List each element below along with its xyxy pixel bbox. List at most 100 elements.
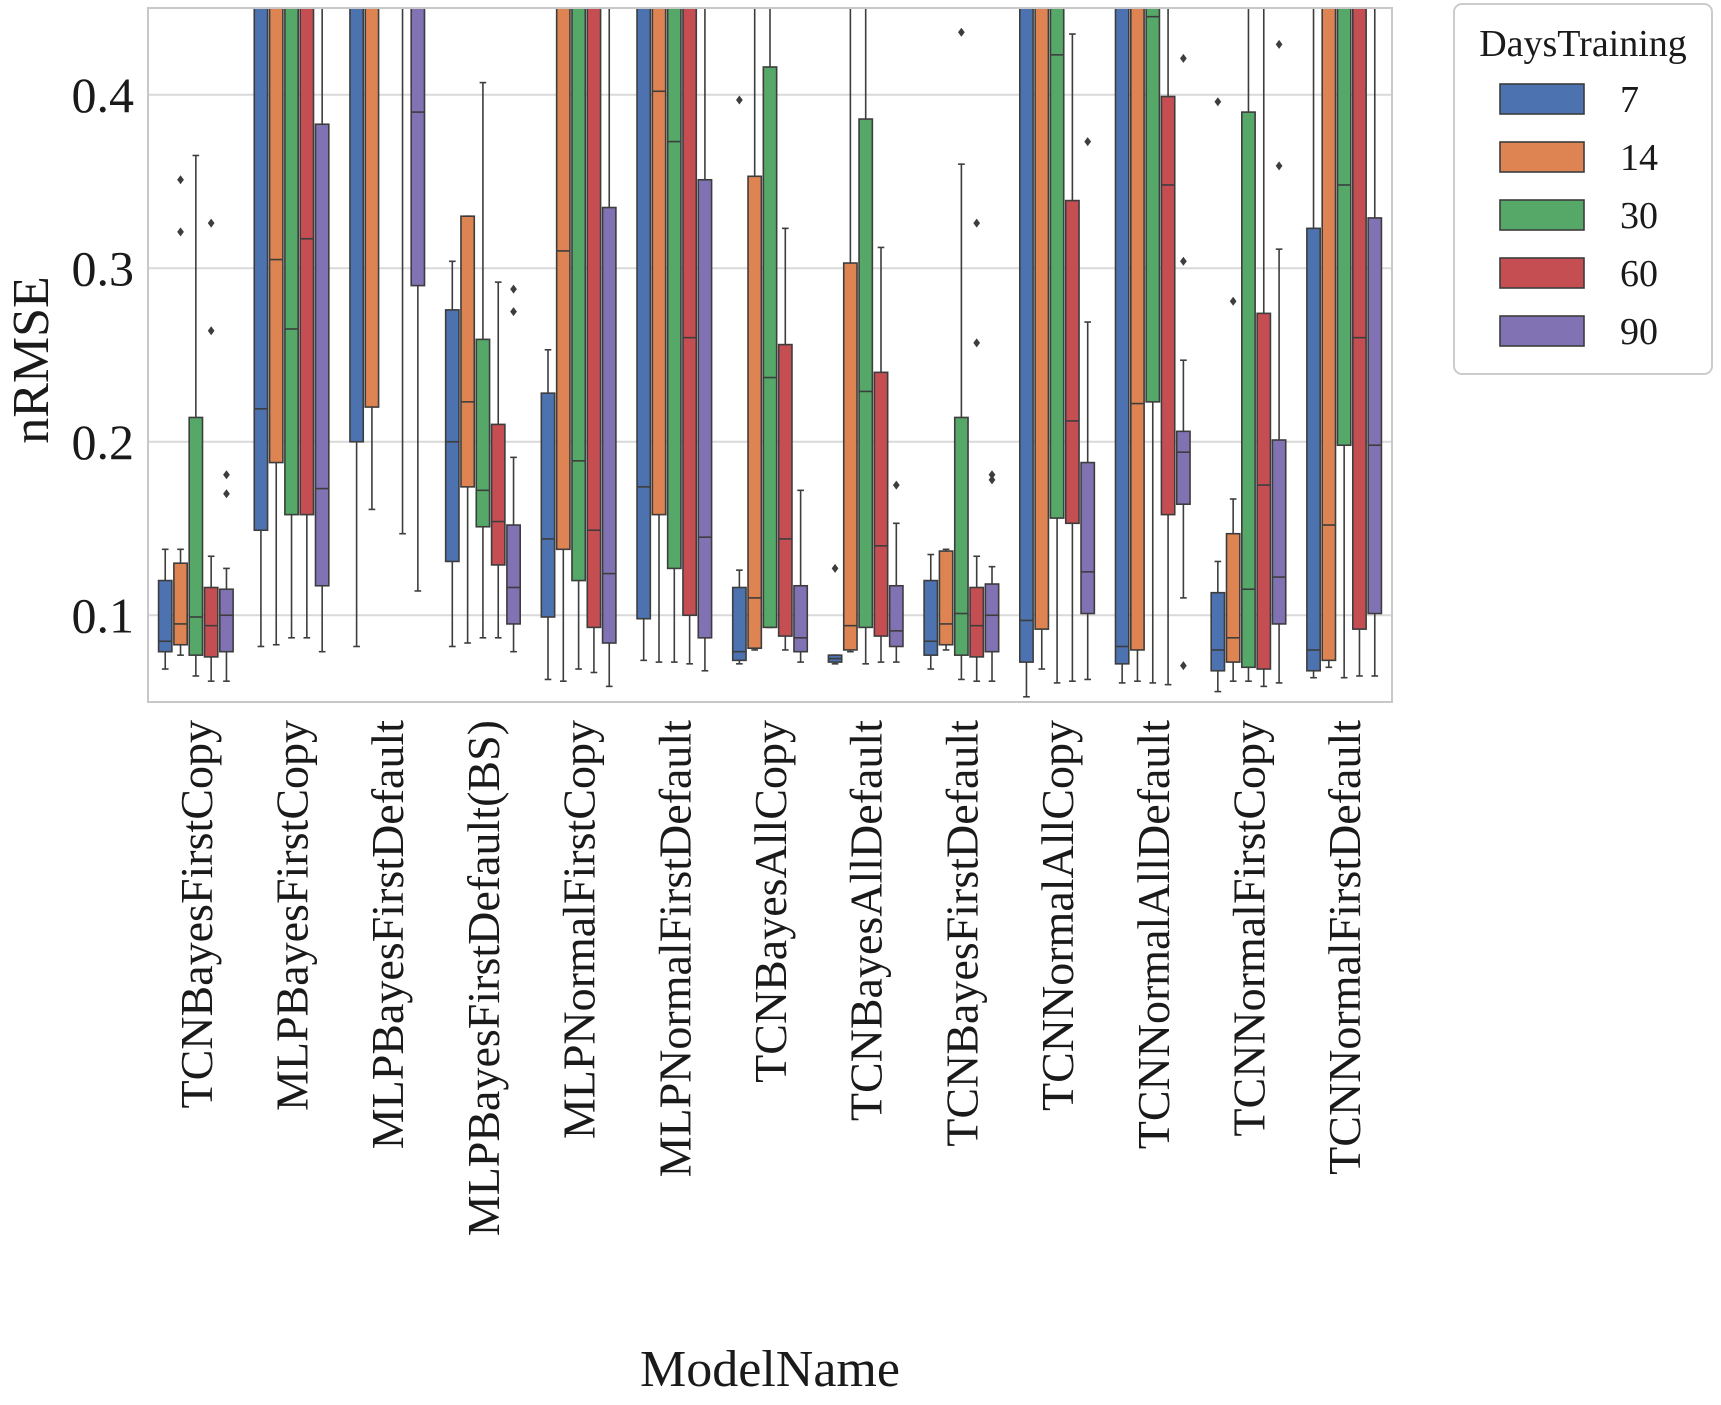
outlier-point bbox=[177, 227, 184, 237]
box-iqr bbox=[1034, 8, 1050, 630]
outlier-point bbox=[223, 489, 230, 499]
x-tick-label: MLPBayesFirstDefault bbox=[362, 720, 413, 1150]
box-MLPBayesFirstDefault-90 bbox=[410, 8, 426, 592]
box-iqr bbox=[203, 586, 219, 658]
box-MLPNormalFirstDefault-14 bbox=[651, 8, 667, 663]
box-TCNBayesFirstDefault-14 bbox=[938, 548, 954, 651]
box-TCNBayesAllDefault-30 bbox=[858, 8, 874, 665]
box-MLPBayesFirstDefault(BS)-7 bbox=[444, 260, 460, 648]
series-60 bbox=[203, 8, 1367, 688]
box-iqr bbox=[1352, 8, 1367, 630]
box-iqr bbox=[888, 584, 904, 648]
x-tick-label: MLPNormalFirstDefault bbox=[649, 720, 700, 1178]
box-TCNNormalAllDefault-7 bbox=[1114, 8, 1130, 684]
box-iqr bbox=[490, 423, 506, 566]
box-iqr bbox=[475, 338, 491, 528]
box-MLPNormalFirstDefault-90 bbox=[697, 8, 713, 672]
box-iqr bbox=[173, 562, 188, 646]
box-iqr bbox=[571, 8, 587, 582]
y-tick-label: 0.1 bbox=[72, 587, 135, 643]
box-TCNBayesAllCopy-14 bbox=[747, 8, 763, 651]
box-iqr bbox=[953, 416, 969, 656]
box-iqr bbox=[858, 118, 874, 629]
box-TCNBayesAllCopy-30 bbox=[762, 8, 778, 629]
box-TCNBayesFirstCopy-30 bbox=[188, 154, 204, 677]
box-iqr bbox=[651, 8, 667, 516]
box-TCNBayesAllDefault-14 bbox=[842, 8, 858, 653]
legend-label: 60 bbox=[1620, 253, 1658, 295]
x-tick-label: TCNNormalFirstCopy bbox=[1223, 720, 1274, 1137]
box-TCNNormalFirstCopy-30 bbox=[1241, 8, 1256, 682]
box-MLPNormalFirstCopy-90 bbox=[601, 8, 617, 688]
box-iqr bbox=[157, 579, 173, 653]
box-iqr bbox=[268, 8, 284, 464]
box-iqr bbox=[410, 8, 426, 287]
legend-swatch bbox=[1499, 83, 1585, 115]
box-iqr bbox=[1225, 532, 1241, 663]
box-iqr bbox=[969, 586, 985, 658]
box-iqr bbox=[682, 8, 698, 617]
legend-items: 7 14 30 60 90 bbox=[1499, 79, 1658, 353]
box-TCNBayesAllCopy-60 bbox=[777, 227, 793, 651]
x-tick-label: TCNBayesAllCopy bbox=[745, 720, 796, 1083]
box-iqr bbox=[873, 371, 889, 637]
x-tick-label: TCNBayesFirstCopy bbox=[171, 720, 222, 1108]
box-iqr bbox=[1271, 439, 1287, 625]
box-TCNBayesAllDefault-60 bbox=[873, 246, 889, 663]
box-MLPBayesFirstDefault-7 bbox=[349, 8, 365, 648]
box-iqr bbox=[1080, 461, 1096, 615]
outlier-point bbox=[892, 480, 900, 490]
x-tick-label: TCNNormalAllCopy bbox=[1032, 720, 1083, 1111]
legend-item: 7 bbox=[1499, 79, 1639, 121]
box-MLPNormalFirstCopy-60 bbox=[586, 8, 602, 674]
box-iqr bbox=[1210, 591, 1226, 672]
box-iqr bbox=[284, 8, 299, 516]
box-iqr bbox=[747, 175, 763, 650]
box-TCNNormalFirstDefault-90 bbox=[1367, 8, 1383, 677]
box-TCNNormalFirstDefault-7 bbox=[1306, 8, 1321, 679]
y-tick-label: 0.3 bbox=[72, 240, 135, 296]
box-TCNNormalFirstCopy-90 bbox=[1271, 39, 1287, 684]
legend-label: 30 bbox=[1620, 195, 1658, 237]
box-iqr bbox=[1321, 8, 1337, 662]
box-MLPBayesFirstCopy-7 bbox=[253, 8, 269, 648]
box-MLPBayesFirstCopy-60 bbox=[299, 8, 315, 639]
box-iqr bbox=[349, 8, 365, 443]
outlier-point bbox=[988, 470, 996, 480]
box-iqr bbox=[1018, 8, 1034, 663]
box-MLPBayesFirstDefault(BS)-90 bbox=[506, 284, 521, 653]
x-tick-label: MLPBayesFirstDefault(BS) bbox=[458, 720, 509, 1236]
outlier-point bbox=[1180, 256, 1187, 266]
box-iqr bbox=[253, 8, 269, 532]
box-TCNNormalAllCopy-30 bbox=[1049, 8, 1065, 684]
outlier-point bbox=[207, 218, 215, 228]
box-TCNBayesFirstDefault-90 bbox=[984, 470, 1000, 682]
box-TCNNormalFirstDefault-60 bbox=[1352, 8, 1367, 677]
box-TCNNormalFirstCopy-60 bbox=[1256, 8, 1272, 688]
box-TCNBayesFirstDefault-7 bbox=[923, 553, 939, 670]
box-iqr bbox=[842, 262, 858, 651]
y-tick-label: 0.4 bbox=[72, 67, 135, 123]
legend-label: 7 bbox=[1620, 79, 1639, 121]
outlier-point bbox=[1275, 39, 1283, 49]
box-iqr bbox=[1049, 8, 1065, 519]
box-TCNBayesAllDefault-7 bbox=[827, 563, 843, 665]
box-iqr bbox=[540, 392, 556, 618]
series-30 bbox=[188, 8, 1352, 684]
outlier-point bbox=[510, 284, 517, 294]
box-iqr bbox=[314, 123, 330, 587]
box-MLPBayesFirstDefault-14 bbox=[364, 8, 380, 511]
legend-item: 60 bbox=[1499, 253, 1658, 295]
box-TCNBayesFirstDefault-60 bbox=[969, 218, 985, 682]
outlier-point bbox=[736, 95, 743, 105]
box-iqr bbox=[938, 550, 954, 646]
box-TCNBayesFirstCopy-7 bbox=[157, 548, 173, 670]
legend-swatch bbox=[1499, 141, 1585, 173]
box-iqr bbox=[666, 8, 682, 570]
legend-swatch bbox=[1499, 257, 1585, 289]
series-14 bbox=[173, 8, 1337, 682]
box-TCNBayesFirstCopy-60 bbox=[203, 218, 219, 682]
box-TCNBayesFirstCopy-90 bbox=[219, 470, 234, 682]
box-TCNNormalAllCopy-60 bbox=[1064, 33, 1080, 682]
